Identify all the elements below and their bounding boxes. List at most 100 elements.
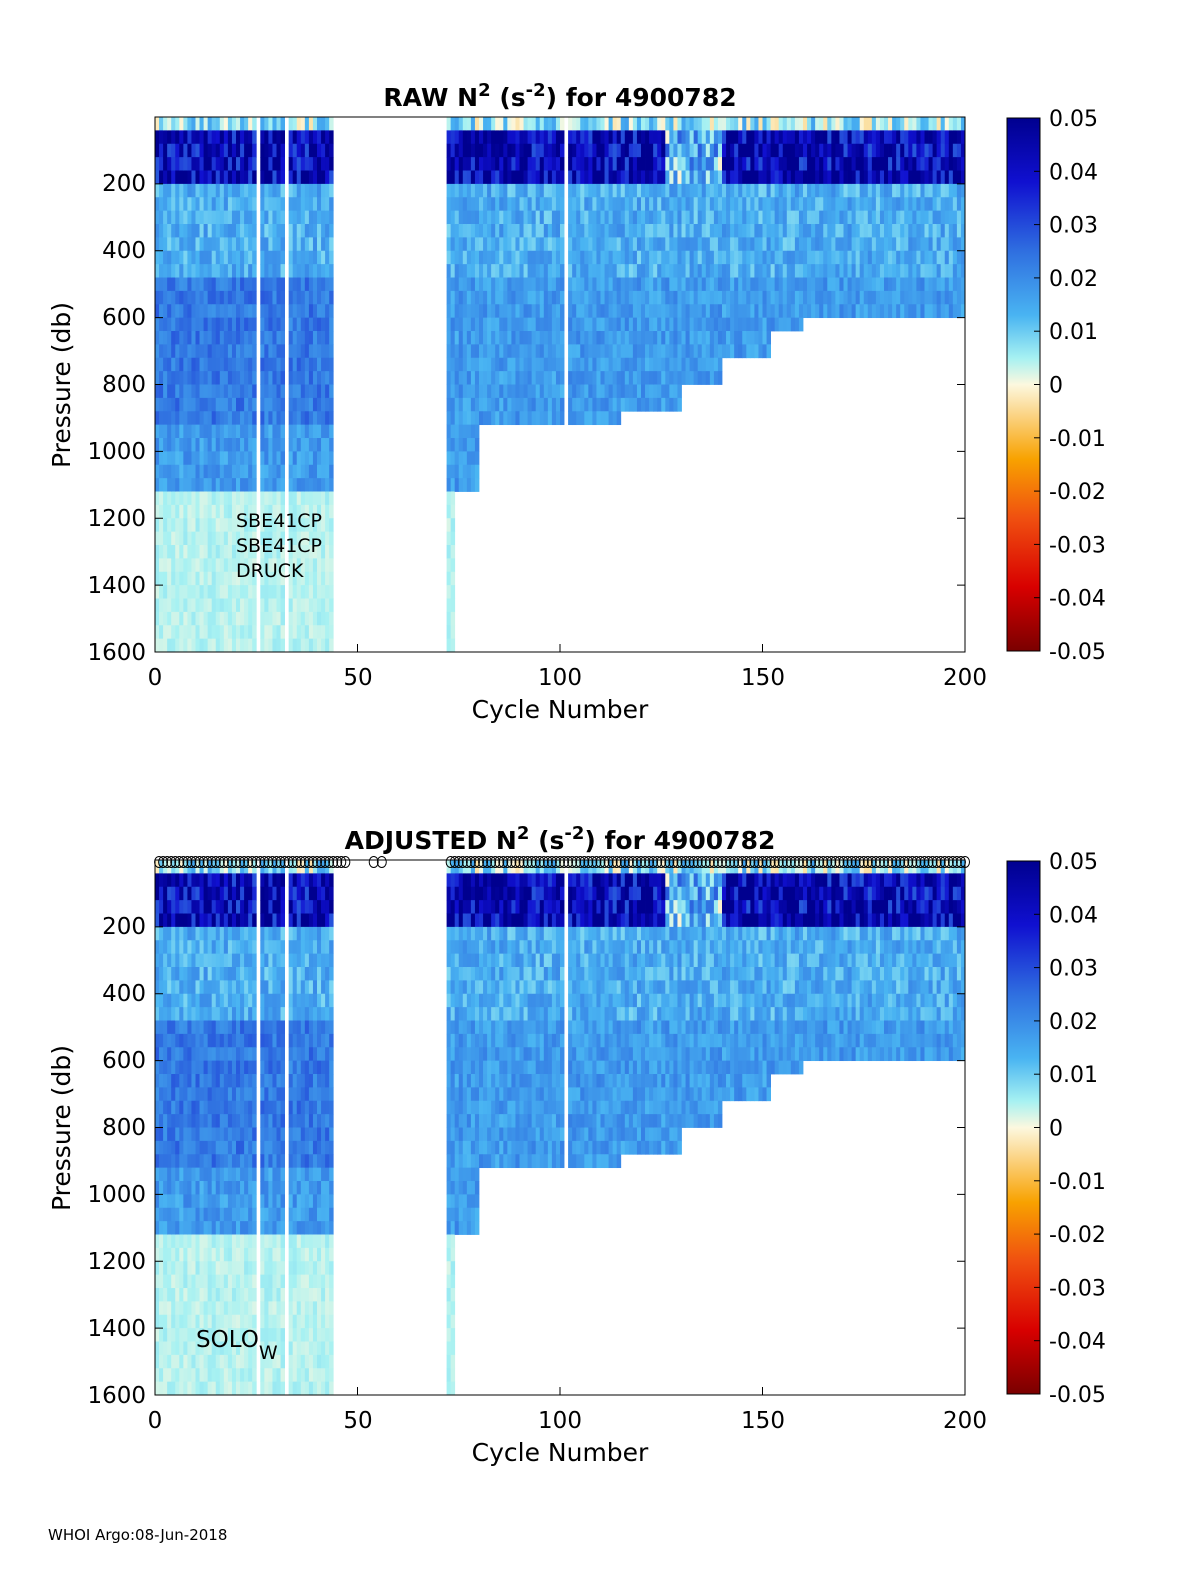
heat-cell <box>944 264 950 278</box>
heat-cell <box>547 237 553 252</box>
heat-cell <box>896 277 901 292</box>
heat-cell <box>705 130 711 145</box>
heat-cell <box>260 625 265 640</box>
heat-cell <box>511 290 516 305</box>
heat-cell <box>223 264 229 278</box>
heat-cell <box>219 170 225 185</box>
heat-cell <box>774 277 780 292</box>
heat-cell <box>244 585 249 599</box>
heat-cell <box>600 290 605 305</box>
heat-cell <box>215 1221 221 1235</box>
heat-cell <box>503 384 508 399</box>
heat-cell <box>219 1020 225 1035</box>
heat-cell <box>916 117 921 131</box>
heat-cell <box>628 357 634 372</box>
heat-cell <box>782 157 788 171</box>
heat-cell <box>276 237 281 252</box>
heat-cell <box>685 224 690 238</box>
heat-cell <box>159 224 164 238</box>
heat-cell <box>653 344 658 359</box>
heat-cell <box>183 558 188 573</box>
heat-cell <box>219 143 225 158</box>
heat-cell <box>624 157 630 171</box>
heat-cell <box>900 170 905 185</box>
heat-cell <box>511 250 516 265</box>
heat-cell <box>167 117 172 131</box>
heat-cell <box>588 397 593 412</box>
heat-cell <box>888 224 893 238</box>
heat-cell <box>588 197 593 212</box>
heat-cell <box>446 290 452 305</box>
heat-cell <box>758 344 763 359</box>
heat-cell <box>227 1127 233 1142</box>
heat-cell <box>199 1167 204 1182</box>
heat-cell <box>163 518 168 533</box>
heat-cell <box>823 224 828 238</box>
heat-cell <box>798 197 804 212</box>
heat-cell <box>227 317 233 332</box>
heat-cell <box>928 250 933 265</box>
heat-cell <box>701 117 707 131</box>
heat-cell <box>179 183 184 198</box>
heat-cell <box>175 531 180 546</box>
heat-cell <box>236 317 241 332</box>
heat-cell <box>304 464 310 479</box>
heat-cell <box>896 117 901 131</box>
heat-cell <box>175 264 180 278</box>
heat-cell <box>454 290 460 305</box>
heat-cell <box>187 1167 192 1182</box>
heat-cell <box>754 157 759 171</box>
heat-cell <box>928 130 933 145</box>
heat-cell <box>179 1221 184 1235</box>
heat-cell <box>317 518 322 533</box>
heat-cell <box>260 117 265 131</box>
heat-cell <box>912 197 917 212</box>
heat-cell <box>248 504 253 519</box>
heat-cell <box>503 210 508 225</box>
heat-cell <box>604 344 609 359</box>
heat-cell <box>215 491 221 506</box>
heat-cell <box>163 1221 168 1235</box>
heat-cell <box>167 967 172 981</box>
heat-cell <box>770 157 776 171</box>
heat-cell <box>835 210 840 225</box>
heat-cell <box>507 277 512 292</box>
heat-cell <box>766 224 771 238</box>
heat-cell <box>653 264 658 278</box>
heat-cell <box>155 1020 160 1035</box>
heat-cell <box>159 491 164 506</box>
heat-cell <box>657 157 662 171</box>
heat-cell <box>693 264 699 278</box>
heat-cell <box>479 197 484 212</box>
heat-cell <box>495 264 500 278</box>
heat-cell <box>454 384 460 399</box>
heat-cell <box>580 290 585 305</box>
heat-cell <box>175 237 180 252</box>
heat-cell <box>300 237 306 252</box>
heat-cell <box>446 210 452 225</box>
heat-cell <box>754 117 759 131</box>
heat-cell <box>175 967 180 981</box>
heat-cell <box>665 170 670 185</box>
heat-cell <box>450 224 456 238</box>
heat-cell <box>661 384 666 399</box>
heat-cell <box>916 197 921 212</box>
heat-cell <box>483 290 488 305</box>
heat-cell <box>187 1314 192 1329</box>
heat-cell <box>446 344 452 359</box>
heat-cell <box>827 170 832 185</box>
heat-cell <box>321 638 326 653</box>
heat-cell <box>519 411 524 426</box>
heat-cell <box>300 224 306 238</box>
heat-cell <box>689 290 695 305</box>
heat-cell <box>689 237 695 252</box>
heat-cell <box>681 250 686 265</box>
heat-cell <box>203 438 209 452</box>
heat-cell <box>944 290 950 305</box>
heat-cell <box>884 250 889 265</box>
heat-cell <box>770 197 776 212</box>
heat-cell <box>612 117 618 131</box>
heat-cell <box>507 371 512 385</box>
heat-cell <box>831 304 836 319</box>
heat-cell <box>329 504 334 519</box>
